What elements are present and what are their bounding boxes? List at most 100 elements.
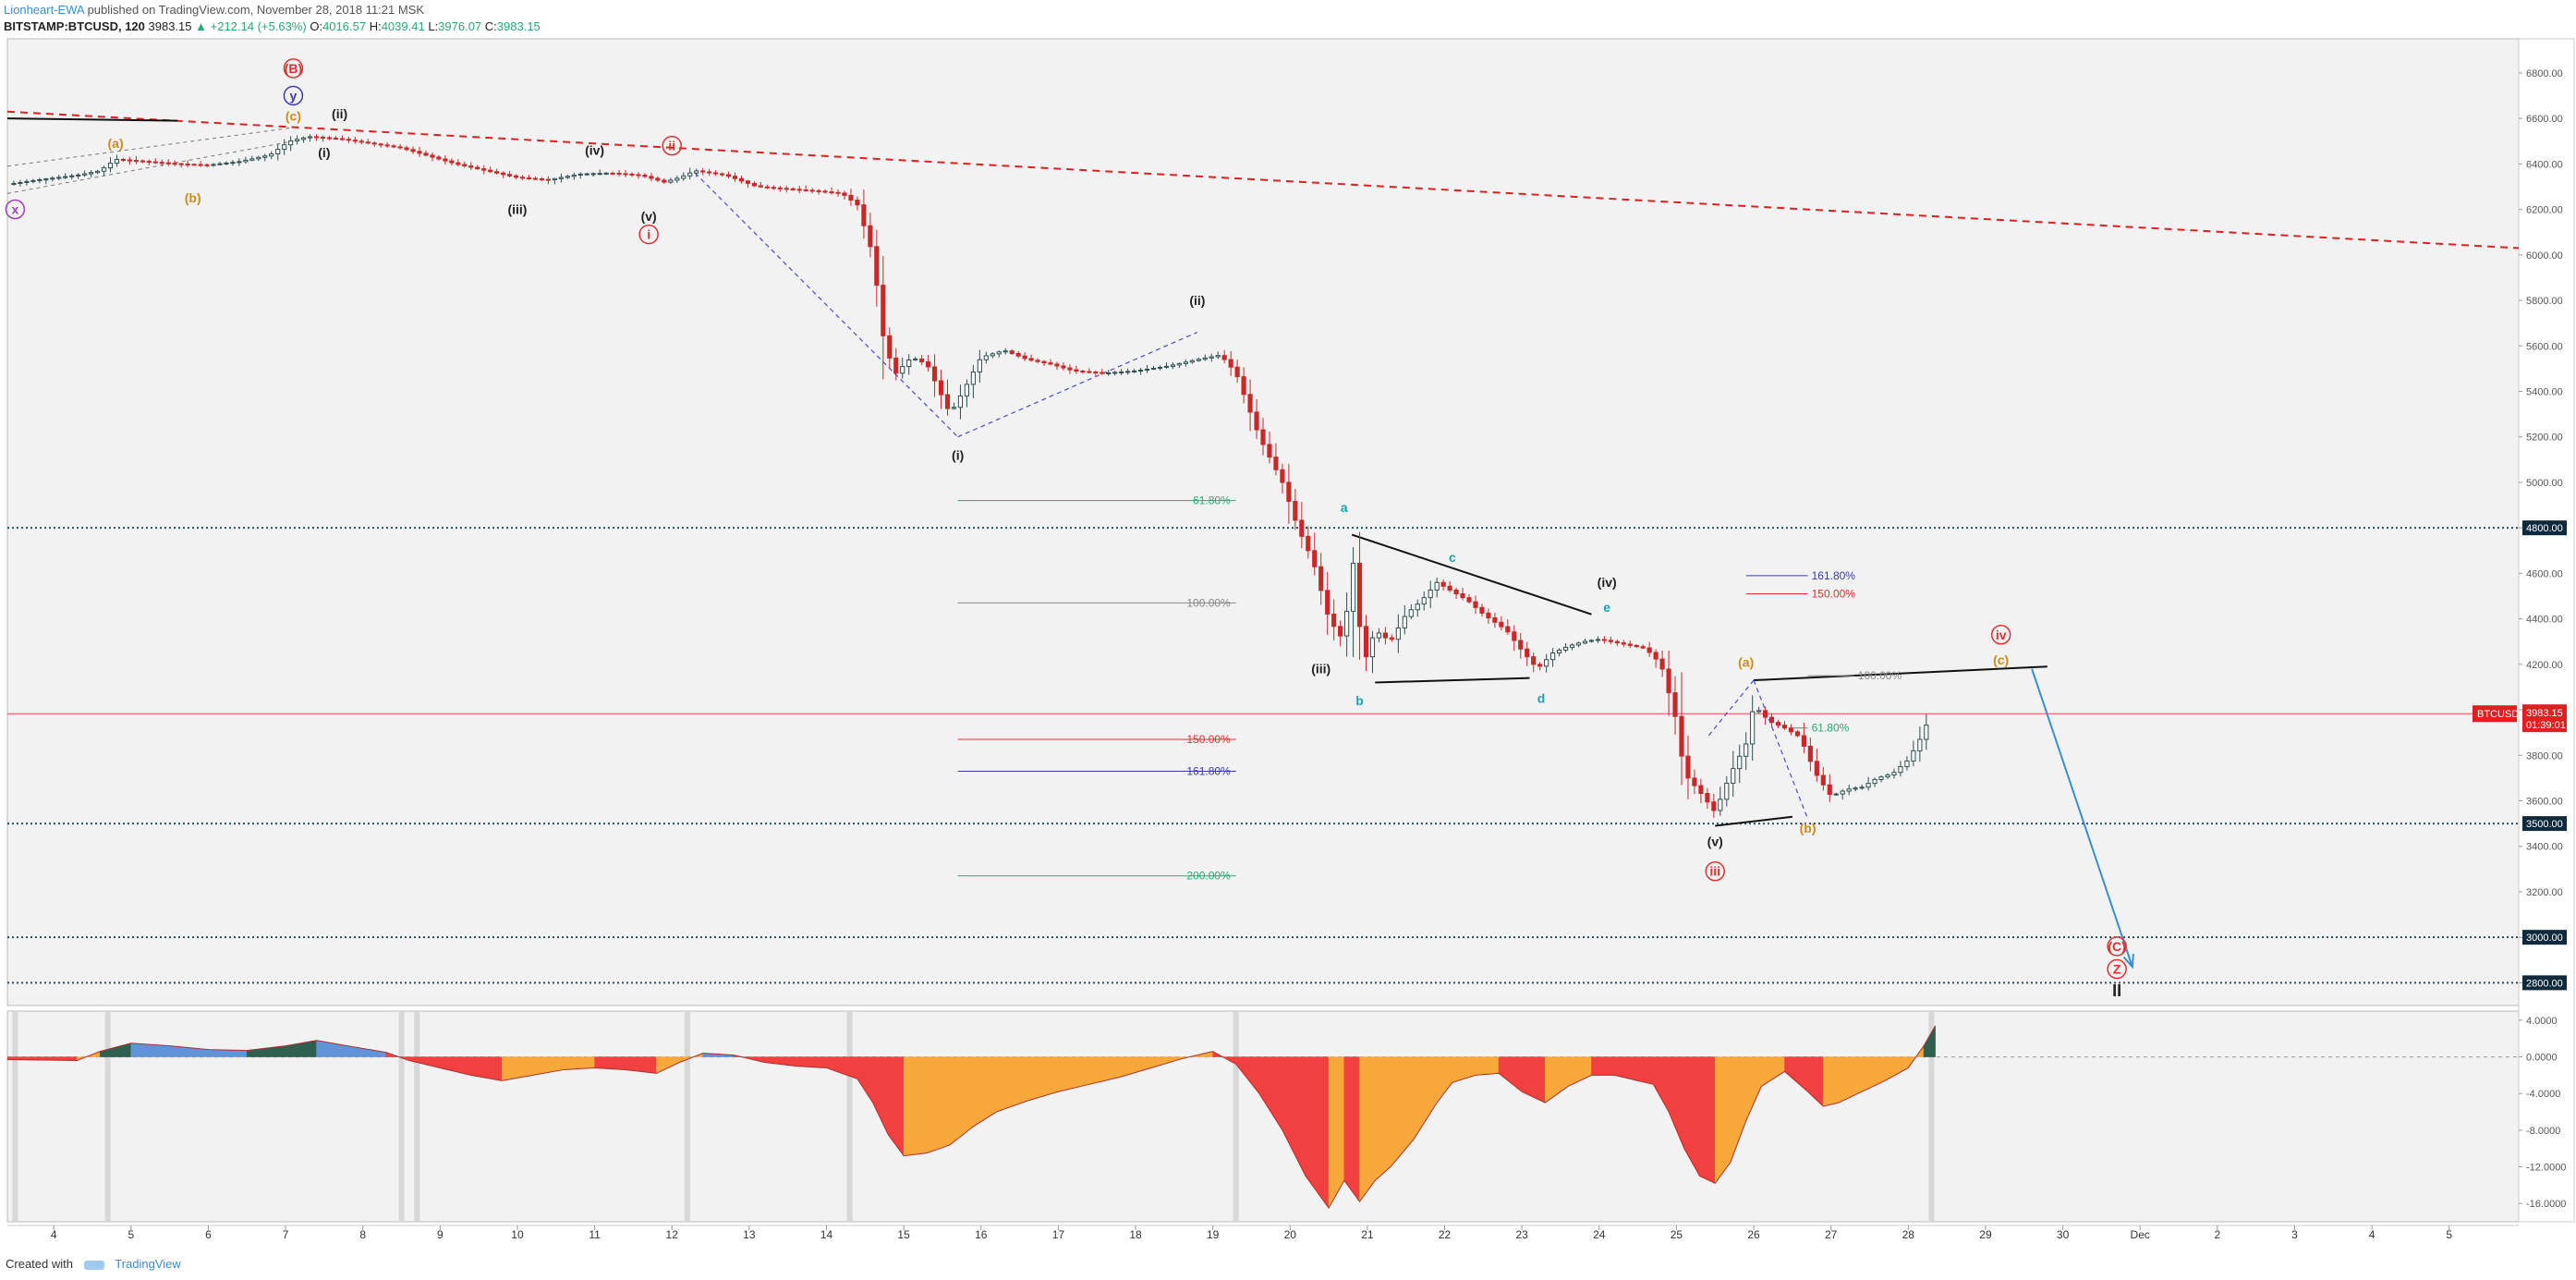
osc-tick-label: -8.0000 [2526,1126,2560,1137]
candle-body [1434,581,1440,591]
candle-body [868,225,873,248]
time-tick-label: 23 [1515,1228,1528,1241]
symbol-badge-label: BTCUSD [2477,709,2519,720]
candle-body [1492,617,1498,623]
candle-body [1692,777,1697,786]
candle-body [224,162,229,165]
wave-label: (a) [1738,654,1754,669]
fib-level-label: 161.80% [1186,764,1231,777]
wave-label: d [1537,691,1546,706]
candle-body [1093,372,1099,374]
candle-body [1421,597,1427,605]
candle-body [18,181,23,184]
candle-body [43,178,49,181]
candle-body [230,162,236,165]
low-label: L: [428,19,439,33]
candle-body [1344,610,1350,637]
time-tick-label: 18 [1129,1228,1142,1241]
price-tick-label: 6600.00 [2526,114,2563,125]
candle-body [69,175,75,177]
osc-area-segment [1343,1056,1360,1202]
candle-body [120,159,127,162]
time-tick-label: 8 [359,1228,366,1241]
time-tick-label: 5 [2446,1228,2452,1241]
candle-body [758,185,763,188]
candle-body [1562,646,1569,651]
candle-body [1544,659,1549,667]
candle-body [1395,627,1401,640]
candle-body [957,395,964,408]
candle-body [1885,774,1890,778]
candle-body [668,179,674,183]
chart-canvas[interactable]: 6800.00 6600.00 6400.00 6200.00 6000.00 5800.… [0,37,2576,1252]
candle-body [771,187,776,189]
candle-body [1202,357,1208,360]
price-tick-label: 5000.00 [2526,478,2563,489]
candle-body [919,358,925,362]
candle-body [1376,632,1382,639]
time-tick-label: 17 [1052,1228,1065,1241]
osc-tick-label: 0.0000 [2526,1053,2558,1064]
symbol-label[interactable]: BITSTAMP:BTCUSD, 120 [4,19,145,33]
candle-body [1254,411,1259,431]
time-tick-label: 12 [666,1228,679,1241]
candle-body [1132,370,1137,372]
candle-body [89,172,94,175]
candle-body [1801,735,1807,747]
projection-arrow-head [2122,954,2134,969]
candle-body [243,159,249,163]
candle-body [1163,365,1170,368]
candle-body [430,154,435,158]
candle-body [1402,616,1407,628]
candle-body [732,176,738,179]
candle-body [532,177,539,180]
candle-body [275,149,281,155]
session-marker [1233,1012,1239,1221]
wave-label: ii [668,139,675,153]
candle-body [970,372,976,385]
candle-body [861,204,867,226]
osc-tick-label: -4.0000 [2526,1089,2560,1100]
candle-body [616,172,622,175]
candle-body [1781,725,1788,729]
candle-body [1022,355,1027,360]
time-tick-label: 6 [205,1228,212,1241]
candle-body [1041,360,1047,364]
session-marker [846,1012,853,1221]
candle-body [1286,482,1292,502]
candle-body [501,172,506,176]
author-link[interactable]: Lionheart-EWA [4,3,84,17]
price-tick-label: 4600.00 [2526,568,2563,579]
candle-body [519,177,526,179]
candle-body [964,384,970,396]
candle-body [906,359,912,368]
session-marker [104,1012,111,1221]
level-badge [2522,975,2567,991]
candle-body [1189,360,1195,363]
candle-body [1711,801,1717,811]
price-tick-label: 6200.00 [2526,205,2563,216]
candle-body [796,189,802,191]
candle-body [848,194,854,201]
tradingview-link[interactable]: TradingView [115,1257,181,1271]
candle-body [468,165,474,168]
candle-body [1221,355,1227,360]
candle-body [56,177,62,179]
candle-body [1679,715,1684,757]
candle-body [1350,562,1356,612]
time-tick-label: Dec [2131,1228,2150,1241]
candle-body [674,177,680,181]
wave-label-circle [1705,860,1725,882]
price-tick-label: 5600.00 [2526,341,2563,352]
time-tick-label: 9 [437,1228,444,1241]
wave-label-circle [283,85,304,106]
candle-body [1621,642,1626,645]
trendline-dashed-blue [957,331,1198,438]
candle-body [1183,361,1188,364]
time-tick-label: 22 [1439,1228,1452,1241]
candle-body [900,366,905,374]
wave-label: (c) [1993,652,2009,667]
candle-body [1788,727,1794,733]
candle-body [391,145,396,148]
candle-body [552,177,557,181]
